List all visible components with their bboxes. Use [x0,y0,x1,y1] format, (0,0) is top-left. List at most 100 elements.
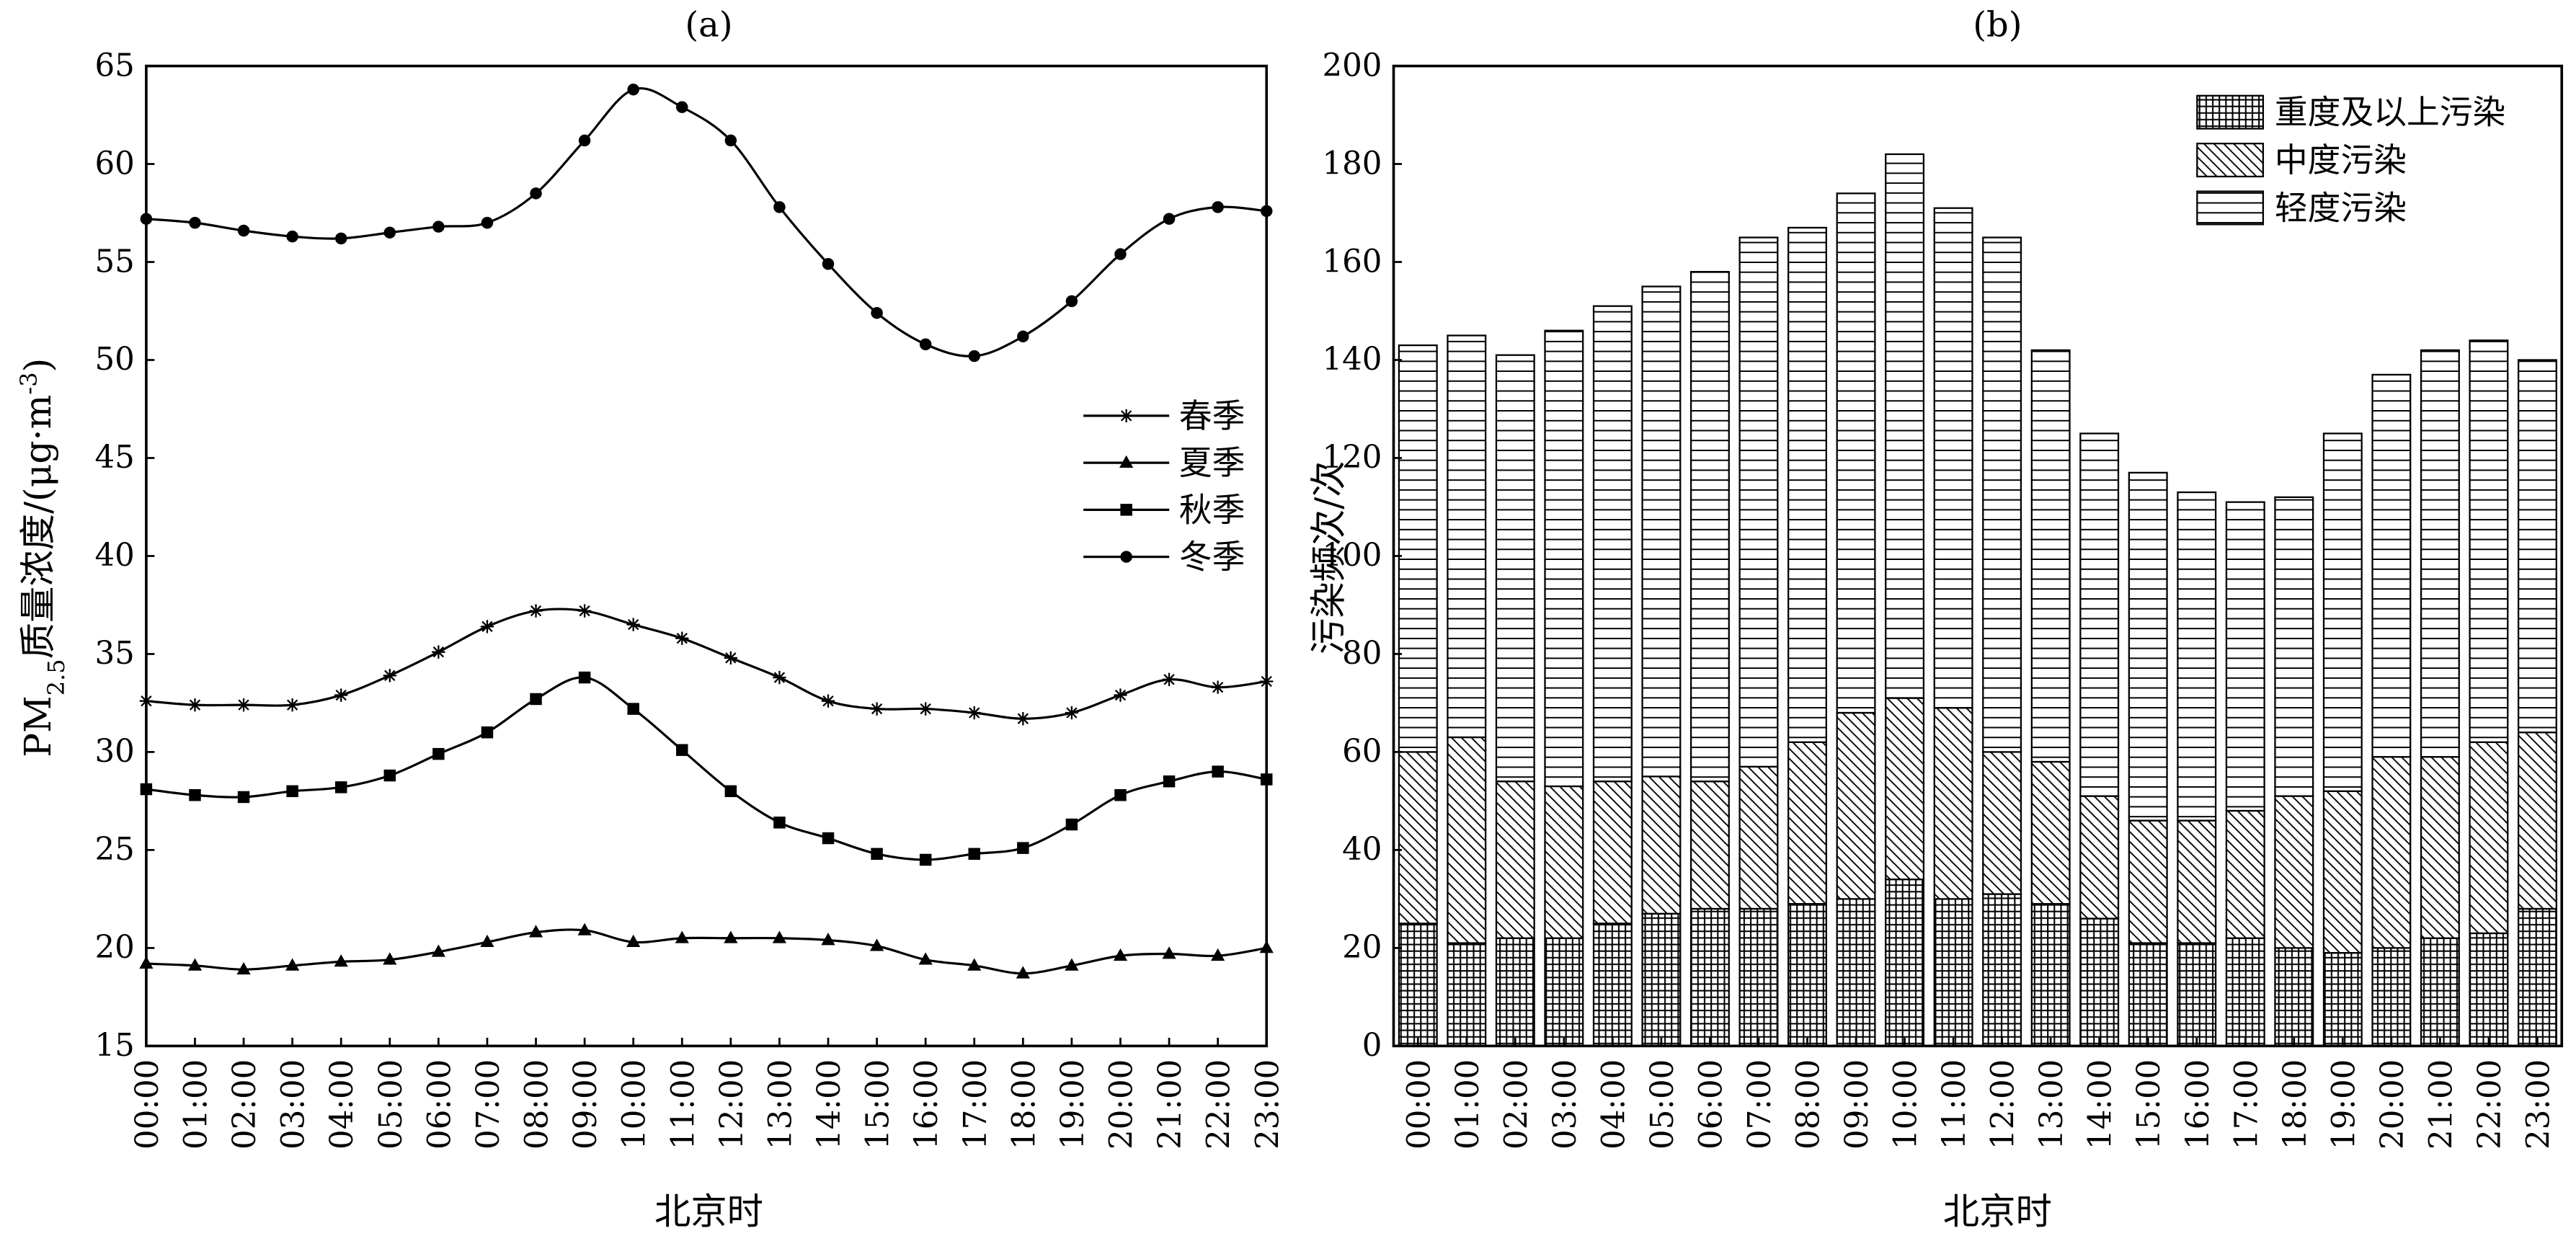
series-point-square [1114,788,1127,801]
bar-segment-diagonal [2322,790,2363,954]
series-point-star [919,702,933,716]
bar-segment-horizontal [2177,491,2217,822]
series-point-circle [1065,295,1078,308]
series-point-circle [1163,213,1176,225]
panel-b-xtick-label: 11:00 [1937,1059,1973,1150]
bar-segment-grid [1641,912,1682,1047]
legend-label-star: 春季 [1179,397,1245,435]
panel-b-xtick-label: 07:00 [1742,1059,1778,1150]
panel-a-xtick-label: 19:00 [1055,1059,1091,1150]
panel-b-ytick-label: 0 [1362,1028,1382,1064]
series-point-triangle [431,944,445,957]
bar-segment-horizontal [1787,226,1827,743]
legend-marker-square [1120,504,1132,516]
bar-segment-diagonal [1738,765,1779,910]
bar-segment-horizontal [1933,207,1973,709]
bar-segment-horizontal [2225,501,2265,812]
series-point-star [1162,672,1176,686]
series-point-star [1260,675,1274,688]
bar-segment-grid [2177,942,2217,1047]
panel-b-xtick-label: 23:00 [2521,1059,2557,1150]
panel-a-xtick-label: 05:00 [373,1059,409,1150]
series-point-square [968,848,981,861]
bar-segment-diagonal [1592,781,1633,925]
series-point-star [236,698,251,712]
series-point-circle [286,230,298,243]
series-point-star [188,698,202,712]
bar-segment-horizontal [2274,496,2314,797]
panel-a-ytick-label: 30 [95,734,135,770]
series-point-triangle [528,925,543,938]
series-point-circle [871,306,883,319]
bar-segment-grid [1982,893,2022,1047]
panel-a-xtick-label: 01:00 [179,1059,215,1150]
series-point-circle [334,232,347,245]
series-point-star [626,618,640,631]
series-point-star [773,670,786,685]
series-point-circle [627,83,639,96]
series-point-star [334,688,348,702]
bar-segment-grid [2225,937,2265,1047]
panel-b-xtick-label: 02:00 [1498,1059,1535,1150]
bar-segment-grid [1933,898,1973,1047]
bar-segment-grid [1495,937,1535,1047]
bar-segment-horizontal [1495,354,1535,783]
panel-a-ytick-label: 45 [95,440,135,476]
legend-label-horizontal: 轻度污染 [2275,189,2407,227]
bar-segment-diagonal [2079,795,2120,920]
series-point-square [334,781,347,793]
bar-segment-grid [1836,898,1876,1047]
bar-segment-horizontal [2322,432,2363,792]
panel-a-xtick-label: 22:00 [1202,1059,1238,1150]
series-point-triangle [187,958,203,971]
panel-a-xtick-label: 15:00 [861,1059,897,1150]
series-point-circle [1212,201,1224,213]
series-point-star [967,706,981,720]
series-point-triangle [334,954,348,967]
series-point-triangle [967,958,982,971]
bar-segment-grid [1885,879,1925,1047]
panel-a-ytick-label: 50 [95,342,135,378]
series-point-square [383,769,396,782]
panel-a-ytick-label: 55 [95,244,135,280]
panel-a-xtick-label: 11:00 [665,1059,701,1150]
series-point-triangle [285,958,300,971]
series-point-circle [1261,205,1273,218]
panel-b-xtick-label: 21:00 [2423,1059,2459,1150]
panel-b-ylabel: 污染频次/次 [1307,461,1349,654]
panel-b-xtick-label: 20:00 [2375,1059,2411,1150]
bar-segment-grid [1592,922,1633,1047]
bar-segment-diagonal [2030,760,2071,905]
series-point-square [189,788,201,801]
series-point-square [1261,773,1273,786]
panel-b-ytick-label: 40 [1342,832,1382,868]
bar-segment-horizontal [1592,305,1633,783]
series-point-triangle [869,938,884,951]
series-point-square [724,785,737,798]
series-point-triangle [1113,948,1128,961]
panel-b-ytick-label: 180 [1322,146,1382,182]
bar-segment-grid [2371,947,2412,1047]
series-point-square [822,832,835,845]
panel-a-xtick-label: 18:00 [1006,1059,1042,1150]
panel-a-xtick-label: 00:00 [130,1059,166,1150]
series-point-star [480,620,494,633]
series-point-star [139,694,154,708]
legend-label-triangle: 夏季 [1179,444,1245,482]
panel-a-xtick-label: 16:00 [909,1059,945,1150]
panel-b-ytick-label: 100 [1322,538,1382,574]
bar-segment-horizontal [2469,339,2509,743]
panel-b-xtick-label: 10:00 [1888,1059,1924,1150]
bar-segment-horizontal [1982,236,2022,753]
legend-label-square: 秋季 [1179,491,1245,529]
series-point-square [481,726,494,739]
panel-b-xtick-label: 00:00 [1401,1059,1437,1150]
bar-segment-grid [2274,947,2314,1047]
series-point-triangle [1259,941,1274,953]
panel-b-xtick-label: 17:00 [2229,1059,2265,1150]
series-point-triangle [480,934,494,948]
legend-swatch-horizontal [2196,190,2265,226]
series-point-triangle [675,930,689,943]
bar-segment-grid [2322,952,2363,1047]
bar-segment-diagonal [2371,756,2412,949]
